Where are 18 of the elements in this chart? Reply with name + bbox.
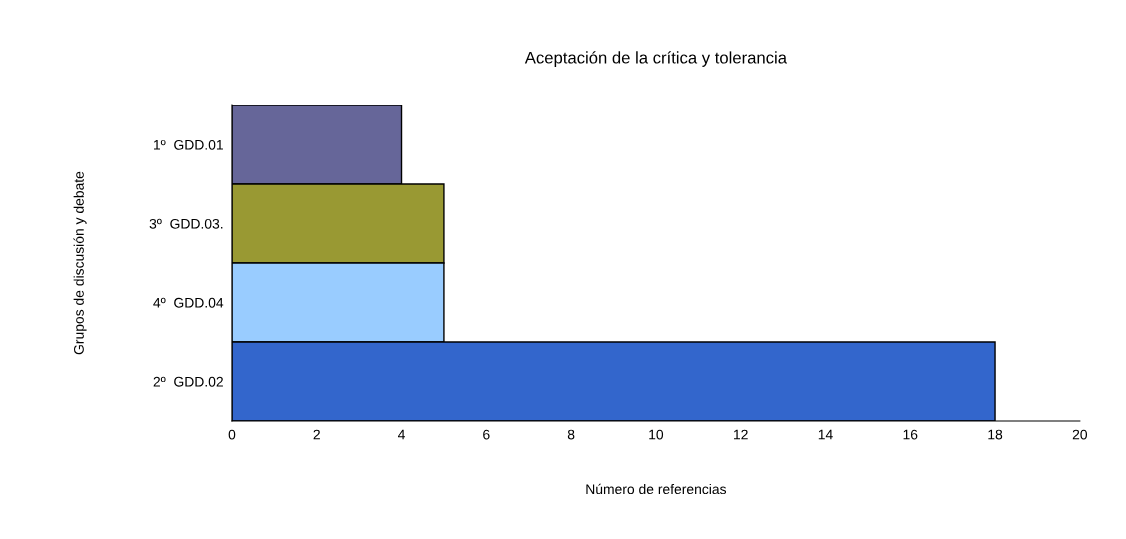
x-tick-label: 0 — [228, 429, 236, 440]
x-axis-title: Número de referencias — [586, 483, 727, 495]
y-tick-label: 1º GDD.01 — [154, 139, 223, 150]
x-tick-label: 16 — [903, 429, 918, 440]
x-tick-label: 18 — [988, 429, 1003, 440]
y-axis-title: Grupos de discusión y debate — [73, 171, 87, 355]
x-tick-label: 20 — [1072, 429, 1088, 440]
x-tick-label: 10 — [649, 429, 664, 440]
x-tick-label: 14 — [818, 429, 833, 440]
x-tick-label: 12 — [734, 429, 748, 440]
x-tick-label: 6 — [483, 429, 490, 440]
chart-title: Aceptación de la crítica y tolerancia — [524, 51, 787, 67]
x-tick-label: 8 — [567, 429, 575, 440]
y-tick-label: 3º GDD.03. — [149, 218, 223, 229]
x-tick-label: 4 — [397, 429, 405, 440]
x-tick-label: 2 — [313, 429, 320, 440]
y-tick-label: 2º GDD.02 — [153, 376, 223, 387]
y-tick-label: 4º GDD.04 — [153, 297, 224, 308]
